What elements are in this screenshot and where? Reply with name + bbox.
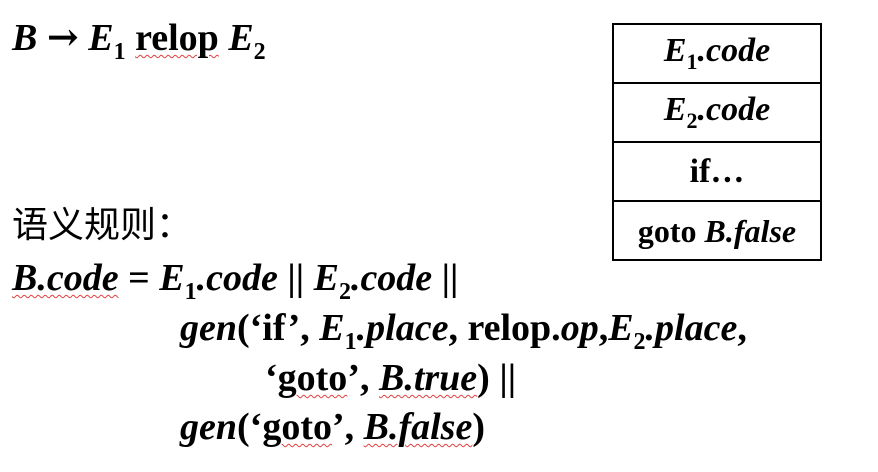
rule-line4-gen: gen	[180, 406, 237, 448]
production-lhs: B	[12, 17, 38, 59]
rule-line2-comma: ,	[598, 307, 609, 349]
code-e2-var: E	[663, 91, 687, 128]
rule-line2-relop: , relop.	[448, 307, 561, 349]
rule-line2-e2: E	[608, 307, 634, 349]
rule-line-3: ‘goto’, B.true) ||	[265, 359, 516, 397]
rule-equals: =	[118, 257, 160, 299]
production-relop: relop	[135, 17, 219, 59]
rule-line-2: gen(‘if’, E1.place, relop.op,E2.place,	[180, 309, 747, 354]
rule-line-1: B.code = E1.code || E2.code ||	[12, 259, 458, 304]
code-cell-e2: E2.code	[612, 82, 822, 143]
production-arrow: →	[46, 14, 79, 59]
code-goto-keyword: goto	[637, 212, 705, 249]
rule-line2-e1-place: .place	[356, 307, 449, 349]
rule-line2-e1: E	[319, 307, 345, 349]
code-cell-goto: goto B.false	[612, 200, 822, 261]
rule-line4-open-quote: (‘	[237, 406, 263, 448]
code-row-goto: goto B.false	[612, 200, 822, 261]
rule-line4-close-quote: ’,	[331, 406, 364, 448]
code-row-e2: E2.code	[612, 82, 822, 143]
code-e1-suffix: .code	[697, 32, 771, 69]
code-cell-e1: E1.code	[612, 23, 822, 84]
production-e1-subscript: 1	[113, 39, 126, 65]
rule-line2-op: op	[560, 307, 599, 349]
rule-line3-btrue: B.true	[378, 357, 478, 399]
rule-line1-e2: E	[313, 257, 339, 299]
rule-line1-e1: E	[159, 257, 185, 299]
rule-line1-concat-2: ||	[432, 257, 459, 299]
rule-line3-close-quote: ’,	[347, 357, 379, 399]
rule-line1-e1-code: .code	[196, 257, 278, 299]
rule-line2-e2-place: .place	[645, 307, 738, 349]
rule-line2-e1-sub: 1	[344, 329, 357, 355]
rule-line3-end: ) ||	[477, 357, 517, 399]
code-e2-suffix: .code	[697, 91, 771, 128]
code-row-if: if…	[612, 141, 822, 202]
semantic-rules-heading: 语义规则：	[12, 205, 193, 246]
rule-line4-end: )	[472, 406, 485, 448]
code-e1-var: E	[663, 32, 687, 69]
production-e1: E	[88, 17, 114, 59]
rule-line2-if-literal: (‘if’,	[237, 307, 320, 349]
rule-line1-e1-sub: 1	[184, 279, 197, 305]
rule-line1-e2-code: .code	[350, 257, 433, 299]
production-e2-subscript: 2	[253, 39, 266, 65]
rule-line1-e2-sub: 2	[338, 279, 351, 305]
rule-line4-goto: goto	[262, 406, 332, 448]
rule-line2-e2-sub: 2	[633, 329, 646, 355]
code-goto-target: B.false	[704, 212, 797, 249]
rule-line2-gen: gen	[180, 307, 237, 349]
rule-line3-open-quote: ‘	[265, 357, 278, 399]
code-e1-sub: 1	[686, 49, 698, 74]
code-row-e1: E1.code	[612, 23, 822, 84]
rule-line3-goto: goto	[277, 357, 348, 399]
production-rule: B → E1 relop E2	[12, 17, 266, 65]
code-layout-table: E1.code E2.code if… goto B.false	[612, 23, 822, 261]
production-e2: E	[228, 17, 254, 59]
code-cell-if: if…	[612, 141, 822, 202]
rule-line2-trailing-comma: ,	[737, 307, 747, 349]
rule-line1-concat-1: ||	[277, 257, 314, 299]
rule-line-4: gen(‘goto’, B.false)	[180, 408, 485, 446]
code-e2-sub: 2	[686, 108, 698, 133]
rule-lhs-bcode: B.code	[12, 257, 119, 299]
rule-line4-bfalse: B.false	[363, 406, 473, 448]
